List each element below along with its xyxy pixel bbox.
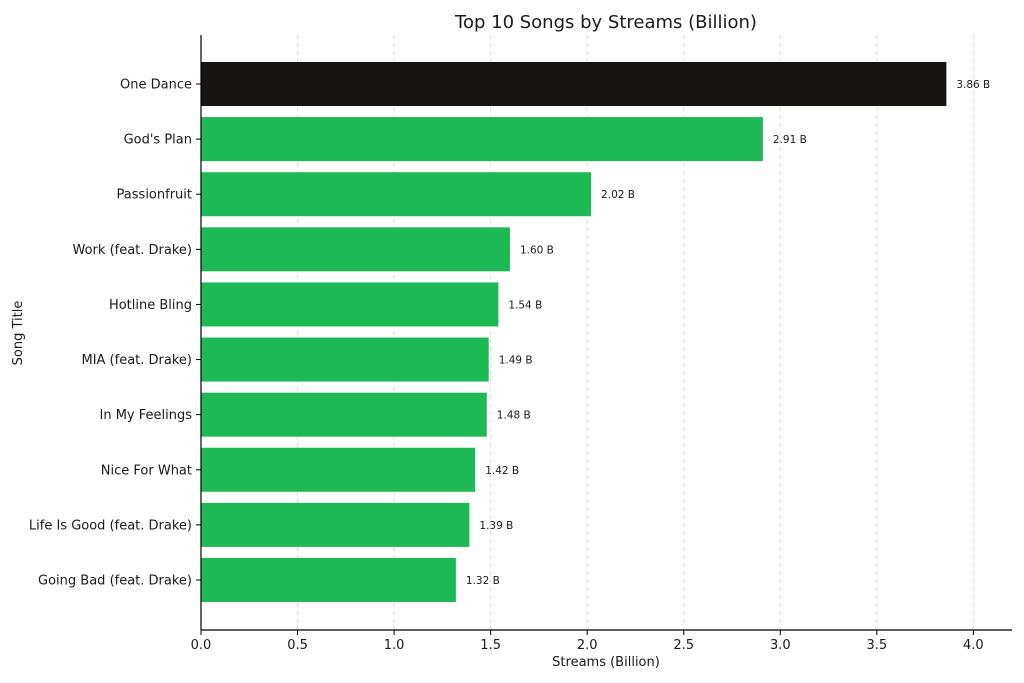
bar-value-label: 1.60 B	[520, 244, 554, 256]
x-tick-label: 4.0	[963, 638, 984, 653]
x-tick-label: 0.5	[287, 638, 308, 653]
bar-value-label: 1.42 B	[485, 465, 519, 477]
bar-value-label: 1.39 B	[479, 520, 513, 532]
x-tick-label: 3.5	[866, 638, 887, 653]
bar-value-label: 1.48 B	[497, 410, 531, 422]
category-label: Passionfruit	[117, 188, 192, 203]
x-tick-label: 1.0	[384, 638, 405, 653]
category-labels: One Dance God's Plan Passionfruit Work (fea…	[29, 78, 201, 588]
bar	[201, 227, 510, 272]
bar	[201, 447, 476, 492]
x-tick-labels: 0.0 0.5 1.0 1.5 2.0 2.5 3.0 3.5 4.0	[191, 630, 984, 653]
x-tick-label: 3.0	[770, 638, 791, 653]
bar	[201, 337, 489, 382]
x-tick-label: 2.0	[577, 638, 598, 653]
bar-value-label: 2.02 B	[601, 189, 635, 201]
bar-value-label: 3.86 B	[956, 79, 990, 91]
bar	[201, 392, 487, 437]
x-tick-label: 1.5	[480, 638, 501, 653]
category-label: Going Bad (feat. Drake)	[38, 573, 192, 588]
x-tick-label: 0.0	[191, 638, 212, 653]
x-axis-label: Streams (Billion)	[552, 655, 660, 670]
y-axis-label: Song Title	[11, 301, 26, 366]
data-labels: 3.86 B 2.91 B 2.02 B 1.60 B 1.54 B 1.49 B 1.48…	[466, 79, 990, 587]
bar-value-label: 2.91 B	[773, 134, 807, 146]
bar-value-label: 1.32 B	[466, 575, 500, 587]
bar-value-label: 1.49 B	[499, 355, 533, 367]
chart-title: Top 10 Songs by Streams (Billion)	[454, 12, 757, 33]
category-label: One Dance	[120, 78, 192, 93]
bar	[201, 117, 763, 162]
bar	[201, 62, 947, 106]
bars	[201, 62, 947, 602]
category-label: Nice For What	[101, 463, 192, 478]
category-label: Hotline Bling	[109, 298, 192, 313]
bar	[201, 282, 499, 327]
x-tick-label: 2.5	[673, 638, 694, 653]
category-label: Life Is Good (feat. Drake)	[29, 518, 192, 533]
bar	[201, 557, 456, 602]
category-label: In My Feelings	[100, 408, 193, 423]
category-label: Work (feat. Drake)	[73, 243, 192, 258]
category-label: MIA (feat. Drake)	[81, 353, 192, 368]
bar-value-label: 1.54 B	[508, 299, 542, 311]
category-label: God's Plan	[124, 133, 192, 148]
bar	[201, 502, 470, 547]
bar	[201, 172, 592, 217]
